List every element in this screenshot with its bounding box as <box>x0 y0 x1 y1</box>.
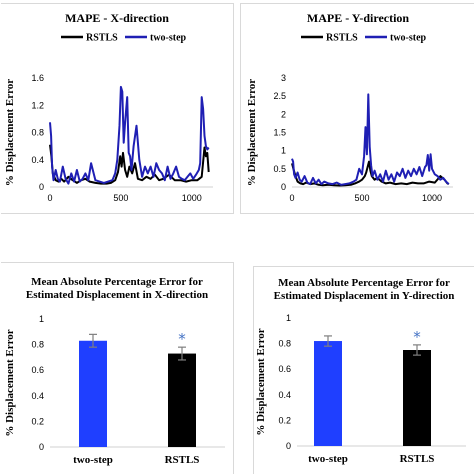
y-tick-label: 0.5 <box>273 164 286 174</box>
chart-panel-bar-y: Mean Absolute Percentage Error for Estima… <box>253 266 474 474</box>
y-tick-label: 1.6 <box>31 73 44 83</box>
series-line-two-step <box>49 85 210 185</box>
x-tick-label: 0 <box>289 193 294 203</box>
chart-title-line: Estimated Displacement in X-direction <box>26 289 208 301</box>
chart-title-line: Estimated Displacement in Y-direction <box>274 290 455 302</box>
bar-two-step <box>79 340 107 447</box>
y-tick-label: 3 <box>281 73 286 83</box>
chart-title: MAPE - Y-direction <box>307 11 410 25</box>
x-tick-label: 1000 <box>182 193 202 203</box>
y-tick-label: 0.2 <box>31 416 44 426</box>
legend-label-two-step: two-step <box>390 33 427 44</box>
y-tick-label: 0.4 <box>278 390 291 400</box>
legend-label-two-step: two-step <box>150 33 187 44</box>
y-tick-label: 0.8 <box>278 339 291 349</box>
bar-chart-y: Mean Absolute Percentage Error forEstima… <box>255 277 466 465</box>
chart-title-line: Mean Absolute Percentage Error for <box>278 277 450 289</box>
line-chart-y: MAPE - Y-direction RSTLS two-step 0 0.5 1 1.5 2… <box>246 11 453 203</box>
y-tick-label: 0 <box>286 441 291 451</box>
legend-label-RSTLS: RSTLS <box>86 33 118 44</box>
y-axis-label: % Displacement Error <box>4 329 16 436</box>
y-tick-label: 0 <box>39 442 44 452</box>
legend-label-RSTLS: RSTLS <box>326 33 358 44</box>
bar-two-step <box>314 341 342 446</box>
chart-title: MAPE - X-direction <box>65 11 169 25</box>
series-line-two-step <box>291 93 450 186</box>
significance-star: * <box>178 330 186 348</box>
y-tick-label: 2 <box>281 109 286 119</box>
x-tick-label: 500 <box>354 193 369 203</box>
y-tick-label: 0 <box>39 182 44 192</box>
y-axis-label: % Displacement Error <box>4 79 16 186</box>
y-tick-label: 1 <box>39 314 44 324</box>
y-tick-label: 0.2 <box>278 415 291 425</box>
y-tick-label: 0.4 <box>31 391 44 401</box>
line-chart-x: MAPE - X-direction RSTLS two-step 0 0.4 0.8 1.… <box>4 11 213 203</box>
y-tick-label: 1.5 <box>273 128 286 138</box>
y-tick-label: 0.8 <box>31 128 44 138</box>
x-tick-label: 500 <box>113 193 128 203</box>
chart-panel-mape-y: MAPE - Y-direction RSTLS two-step 0 0.5 1 1.5 2… <box>240 3 474 214</box>
significance-star: * <box>413 328 421 346</box>
y-tick-label: 1 <box>286 313 291 323</box>
y-tick-label: 0.8 <box>31 340 44 350</box>
y-tick-label: 1 <box>281 146 286 156</box>
category-label-two-step: two-step <box>73 454 113 466</box>
y-tick-label: 0 <box>281 182 286 192</box>
bar-RSTLS <box>168 353 196 447</box>
y-axis-label: % Displacement Error <box>246 79 258 186</box>
category-label-RSTLS: RSTLS <box>165 454 200 466</box>
y-tick-label: 0.6 <box>31 365 44 375</box>
category-label-two-step: two-step <box>308 453 348 465</box>
y-tick-label: 1.2 <box>31 100 44 110</box>
chart-panel-mape-x: MAPE - X-direction RSTLS two-step 0 0.4 0.8 1.… <box>1 3 234 214</box>
x-tick-label: 1000 <box>422 193 442 203</box>
y-tick-label: 0.6 <box>278 364 291 374</box>
y-tick-label: 0.4 <box>31 155 44 165</box>
bar-RSTLS <box>403 350 431 446</box>
chart-panel-bar-x: Mean Absolute Percentage Error for Estima… <box>1 262 234 474</box>
bar-chart-x: Mean Absolute Percentage Error forEstima… <box>4 276 225 466</box>
category-label-RSTLS: RSTLS <box>400 453 435 465</box>
x-tick-label: 0 <box>47 193 52 203</box>
y-tick-label: 2.5 <box>273 91 286 101</box>
y-axis-label: % Displacement Error <box>255 328 267 435</box>
chart-title-line: Mean Absolute Percentage Error for <box>31 276 203 288</box>
